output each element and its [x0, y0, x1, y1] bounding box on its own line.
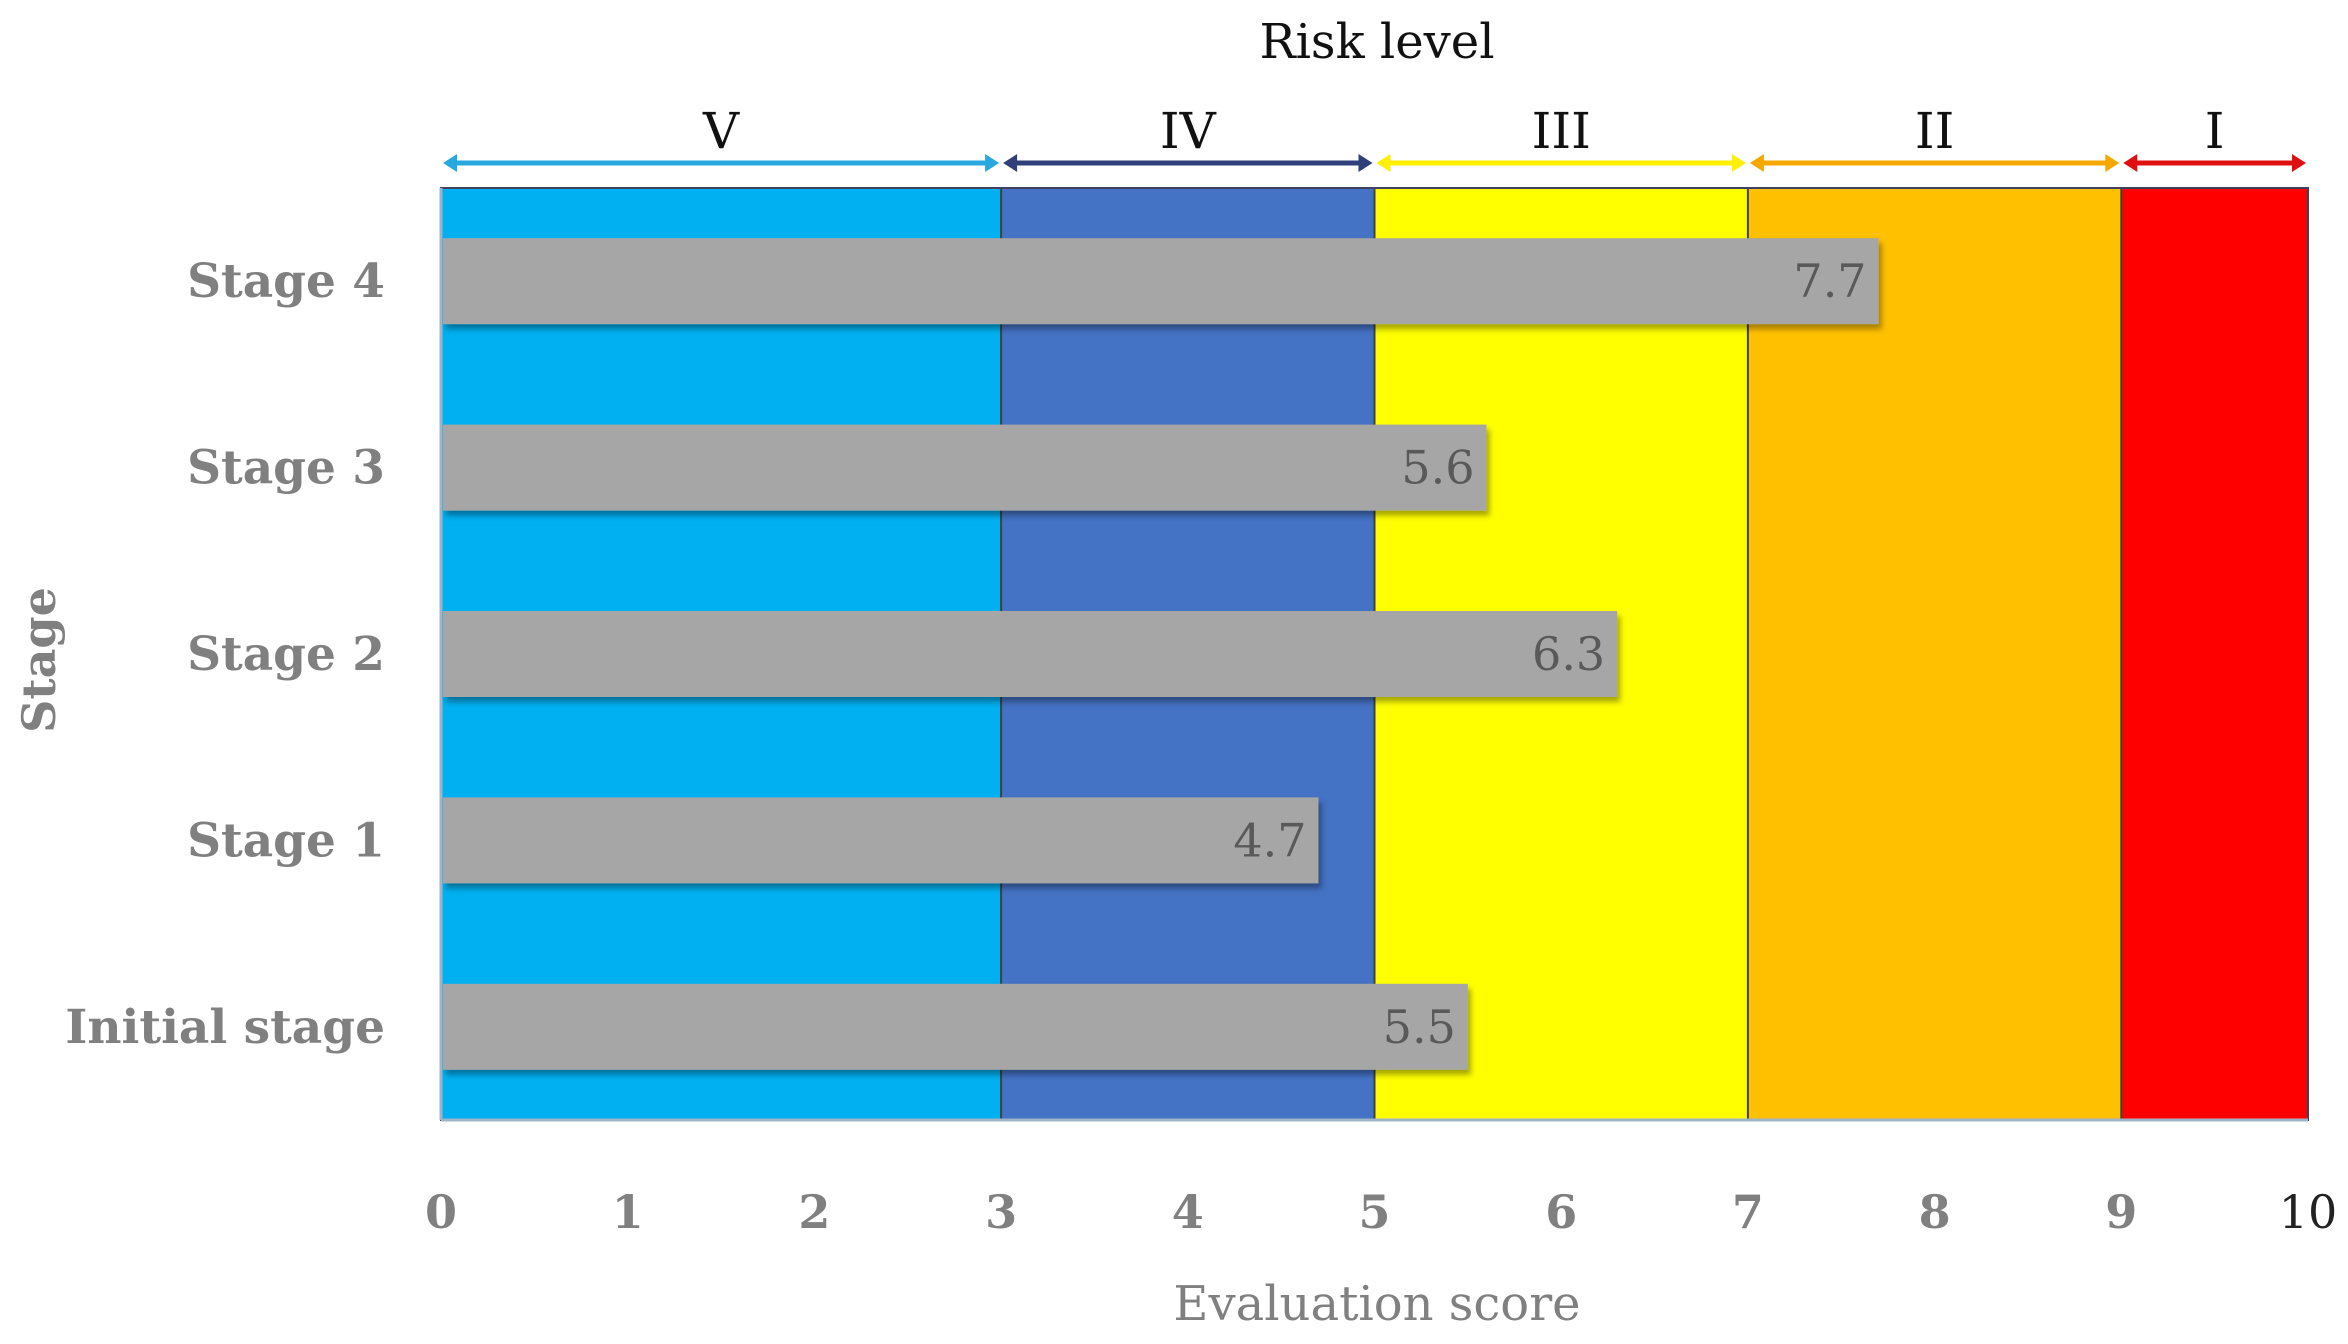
x-tick-3: 3 [985, 1185, 1017, 1239]
risk-label-III: III [1532, 102, 1591, 160]
risk-band-I [2121, 188, 2308, 1120]
x-tick-6: 6 [1545, 1185, 1577, 1239]
risk-arrow-I [2123, 154, 2306, 172]
data-labels: 5.5 4.7 6.3 5.6 7.7 [1233, 254, 1866, 1054]
risk-band-II [1747, 188, 2122, 1120]
bar-0 [443, 983, 1468, 1070]
x-tick-4: 4 [1172, 1185, 1204, 1239]
category-label-2: Stage 2 [187, 627, 385, 682]
bar-3 [443, 424, 1487, 511]
risk-arrow-IV [1003, 154, 1373, 172]
risk-label-V: V [702, 102, 740, 160]
y-axis-title: Stage [12, 587, 66, 733]
x-tick-9: 9 [2105, 1185, 2137, 1239]
bars [443, 238, 1879, 1070]
risk-label-I: I [2205, 102, 2225, 160]
bar-1 [443, 797, 1319, 884]
data-label-4: 7.7 [1793, 254, 1866, 308]
data-label-1: 4.7 [1233, 813, 1306, 867]
risk-arrow-III [1376, 154, 1746, 172]
x-tick-8: 8 [1919, 1185, 1951, 1239]
bar-2 [443, 611, 1618, 697]
risk-label-IV: IV [1160, 102, 1217, 160]
x-tick-0: 0 [425, 1185, 457, 1239]
category-label-1: Stage 1 [187, 813, 385, 868]
x-tick-5: 5 [1358, 1185, 1390, 1239]
category-labels: Initial stage Stage 1 Stage 2 Stage 3 Stage … [65, 254, 385, 1055]
x-tick-7: 7 [1732, 1185, 1764, 1239]
risk-level-arrows [443, 154, 2306, 172]
data-label-3: 5.6 [1401, 441, 1474, 495]
x-tick-10: 10 [2279, 1185, 2338, 1239]
bar-4 [443, 238, 1879, 325]
category-label-0: Initial stage [65, 1000, 385, 1055]
data-label-0: 5.5 [1383, 1000, 1456, 1054]
category-label-3: Stage 3 [187, 441, 385, 496]
x-tick-labels: 0 1 2 3 4 5 6 7 8 9 10 [425, 1185, 2337, 1239]
data-label-2: 6.3 [1532, 627, 1605, 681]
risk-level-labels: V IV III II I [702, 102, 2225, 160]
x-tick-2: 2 [798, 1185, 830, 1239]
risk-arrow-II [1749, 154, 2120, 172]
risk-arrow-V [443, 154, 1000, 172]
x-tick-1: 1 [612, 1185, 644, 1239]
category-label-4: Stage 4 [187, 254, 385, 309]
chart-title: Risk level [1259, 14, 1494, 70]
risk-label-II: II [1915, 102, 1955, 160]
x-axis-title: Evaluation score [1173, 1276, 1580, 1332]
